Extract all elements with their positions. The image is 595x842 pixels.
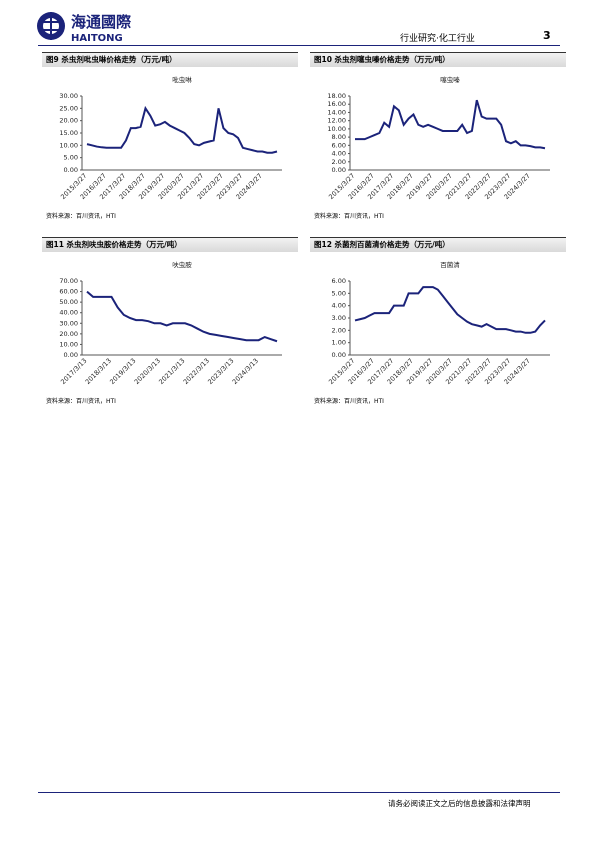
section: 行业研究·化工行业 xyxy=(400,34,475,44)
x-tick-label: 2024/3/13 xyxy=(231,357,260,386)
y-tick-label: 20.00 xyxy=(59,117,78,125)
chart: 呋虫胺 0.00 10.00 20.00 30.00 40.00 50.00 60.00 70.… xyxy=(59,260,282,386)
y-tick-label: 30.00 xyxy=(59,319,78,327)
figure: 图9 杀虫剂吡虫啉价格走势（万元/吨） 吡虫啉 0.00 5.00 10.00 15.00… xyxy=(42,52,298,227)
chart-title: 噻虫嗪 xyxy=(440,75,460,84)
y-tick-label: 6.00 xyxy=(332,141,346,149)
y-tick-label: 0.00 xyxy=(332,166,346,174)
chart: 百菌清0.001.002.003.004.005.006.002015/3/27… xyxy=(327,260,550,386)
y-tick-label: 4.00 xyxy=(332,302,346,310)
logo-en: HAITONG xyxy=(71,33,123,44)
y-tick-label: 5.00 xyxy=(332,289,346,297)
y-tick-label: 12.00 xyxy=(327,117,346,125)
y-tick-label: 6.00 xyxy=(332,277,346,285)
y-tick-label: 0.00 xyxy=(332,351,346,359)
header-rule xyxy=(38,45,560,46)
price-line xyxy=(86,290,278,343)
figure: 图10 杀虫剂噻虫嗪价格走势（万元/吨） 噻虫嗪 0.00 2.00 4.00 6.00 8… xyxy=(310,52,566,227)
page-number: 3 xyxy=(543,29,551,42)
figure-source: 资料来源：百川资讯，HTI xyxy=(314,213,384,220)
chart: 吡虫啉0.005.0010.0015.0020.0025.0030.002015… xyxy=(59,75,282,201)
price-line xyxy=(86,105,278,154)
y-tick-label: 40.00 xyxy=(59,309,78,317)
figure: 图11 杀虫剂呋虫胺价格走势（万元/吨） 呋虫胺 0.00 10.00 20.00 30.… xyxy=(42,237,298,412)
y-tick-label: 30.00 xyxy=(59,92,78,100)
y-tick-label: 16.00 xyxy=(327,100,346,108)
chart: 噻虫嗪 0.002.004.006.008.0010.0012.0014.0016… xyxy=(327,75,550,201)
y-tick-label: 50.00 xyxy=(59,298,78,306)
footer: 请务必阅读正文之后的信息披露和法律声明 xyxy=(388,799,531,808)
y-tick-label: 18.00 xyxy=(327,92,346,100)
footer-rule xyxy=(38,792,560,793)
price-line xyxy=(355,99,546,150)
y-tick-label: 70.00 xyxy=(59,277,78,285)
logo-cn: 海通國際 xyxy=(71,13,132,31)
y-tick-label: 14.00 xyxy=(327,108,346,116)
chart-title: 呋虫胺 xyxy=(172,260,192,269)
figure: 图12 杀菌剂百菌清价格走势（万元/吨） 百菌清 0.00 1.00 2.00 3.00 4… xyxy=(310,237,566,412)
y-tick-label: 60.00 xyxy=(59,288,78,296)
y-tick-label: 8.00 xyxy=(332,133,346,141)
logo: 海通國際 HAITONG xyxy=(37,12,132,44)
y-tick-label: 10.00 xyxy=(327,125,346,133)
figure-caption: 图9 杀虫剂吡虫啉价格走势（万元/吨） xyxy=(42,52,298,67)
figure-source: 资料来源：百川资讯，HTI xyxy=(314,398,384,405)
y-tick-label: 15.00 xyxy=(59,129,78,137)
y-tick-label: 5.00 xyxy=(64,154,78,162)
y-tick-label: 25.00 xyxy=(59,104,78,112)
y-tick-label: 20.00 xyxy=(59,330,78,338)
chart-title: 吡虫啉 xyxy=(172,75,192,84)
y-tick-label: 2.00 xyxy=(332,158,346,166)
y-tick-label: 1.00 xyxy=(332,339,346,347)
y-tick-label: 10.00 xyxy=(59,340,78,348)
figure-source: 资料来源：百川资讯，HTI xyxy=(46,213,116,220)
y-tick-label: 3.00 xyxy=(332,314,346,322)
y-tick-label: 0.00 xyxy=(64,166,78,174)
chart-title: 百菌清 xyxy=(440,260,460,269)
figure-source: 资料来源：百川资讯，HTI xyxy=(46,398,116,405)
figure-caption: 图12 杀菌剂百菌清价格走势（万元/吨） xyxy=(310,237,566,252)
price-line xyxy=(354,286,546,334)
y-tick-label: 10.00 xyxy=(59,141,78,149)
y-tick-label: 2.00 xyxy=(332,326,346,334)
figure-caption: 图10 杀虫剂噻虫嗪价格走势（万元/吨） xyxy=(310,52,566,67)
y-tick-label: 4.00 xyxy=(332,150,346,158)
figure-caption: 图11 杀虫剂呋虫胺价格走势（万元/吨） xyxy=(42,237,298,252)
y-tick-label: 0.00 xyxy=(64,351,78,359)
